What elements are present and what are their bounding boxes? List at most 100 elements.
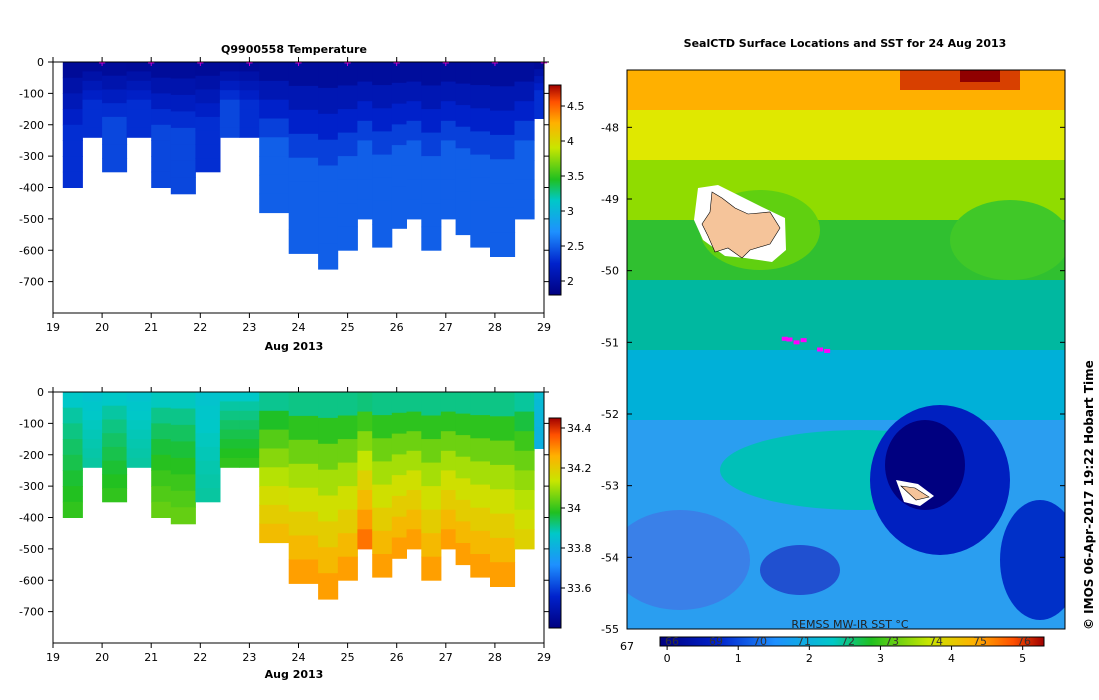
profile-cell xyxy=(357,120,373,141)
profile-cell xyxy=(82,429,103,440)
profile-cell xyxy=(514,509,535,530)
profile-cell xyxy=(514,529,535,550)
y-tick-label: -700 xyxy=(19,606,44,619)
profile-cell xyxy=(421,392,442,416)
y-tick-label: 0 xyxy=(37,56,44,69)
profile-cell xyxy=(62,392,83,409)
profile-cell xyxy=(259,429,290,449)
profile-cell xyxy=(470,200,491,225)
profile-cell xyxy=(151,140,172,157)
sst-colorbar-top-label: 73 xyxy=(885,635,899,648)
profile-cell xyxy=(259,448,290,468)
sst-colorbar-top-label: 71 xyxy=(797,635,811,648)
profile-cell xyxy=(406,450,422,471)
profile-cell xyxy=(337,226,358,251)
profile-cell xyxy=(318,217,339,244)
salinity-x-axis: 19 20 21 22 23 24 25 26 27 28 29 xyxy=(46,387,551,664)
profile-cell xyxy=(195,89,221,104)
profile-cell xyxy=(372,85,393,109)
profile-cell xyxy=(239,448,260,459)
profile-cell xyxy=(470,392,491,416)
x-tick-label: 19 xyxy=(46,651,60,664)
surface-marker: + xyxy=(294,58,302,69)
profile-cell xyxy=(372,507,393,532)
profile-cell xyxy=(534,69,545,77)
map-y-tick-label: -51 xyxy=(601,336,619,349)
profile-cell xyxy=(126,392,152,402)
profile-cell xyxy=(534,62,545,70)
salinity-colorbar xyxy=(548,417,562,629)
profile-cell xyxy=(102,62,128,77)
profile-cell xyxy=(470,530,491,555)
profile-cell xyxy=(440,120,457,141)
profile-cell xyxy=(219,439,240,449)
profile-cell xyxy=(195,488,221,503)
profile-cell xyxy=(288,415,319,441)
sst-colorbar xyxy=(659,636,1045,647)
profile-cell xyxy=(455,478,471,501)
profile-cell xyxy=(62,156,83,173)
colorbar-tick-label: 33.6 xyxy=(567,582,592,595)
profile-cell xyxy=(514,101,535,122)
profile-cell xyxy=(151,423,172,440)
profile-cell xyxy=(391,454,407,476)
profile-cell xyxy=(514,490,535,511)
x-tick-label: 23 xyxy=(242,651,256,664)
x-tick-label: 25 xyxy=(341,651,355,664)
profile-cell xyxy=(372,177,393,202)
profile-cell xyxy=(440,62,457,83)
temperature-colorbar-ticks: 2 2.5 3 3.5 4 4.5 xyxy=(561,100,585,288)
profile-cell xyxy=(288,133,319,159)
profile-cell xyxy=(470,62,491,86)
profile-cell xyxy=(62,77,83,94)
profile-cell xyxy=(126,71,152,82)
profile-cell xyxy=(440,81,457,102)
profile-cell xyxy=(170,424,196,442)
y-tick-label: -600 xyxy=(19,574,44,587)
profile-cell xyxy=(337,62,358,86)
profile-cell xyxy=(357,101,373,122)
profile-cell xyxy=(470,154,491,179)
profile-cell xyxy=(126,439,152,449)
profile-cell xyxy=(195,144,221,159)
profile-cell xyxy=(470,108,491,132)
profile-cell xyxy=(288,439,319,465)
profile-cell xyxy=(219,127,240,138)
profile-cell xyxy=(391,412,407,435)
profile-cell xyxy=(534,413,545,421)
y-tick-label: -300 xyxy=(19,150,44,163)
profile-cell xyxy=(318,547,339,574)
profile-cell xyxy=(219,118,240,129)
profile-cell xyxy=(391,145,407,167)
profile-cell xyxy=(470,554,491,578)
profile-cell xyxy=(62,407,83,424)
map-y-tick-label: -53 xyxy=(601,480,619,493)
profile-cell xyxy=(82,401,103,412)
profile-cell xyxy=(534,434,545,442)
profile-cell xyxy=(62,171,83,188)
profile-cell xyxy=(219,62,240,72)
y-tick-label: -100 xyxy=(19,417,44,430)
colorbar-tick-label: 2.5 xyxy=(567,240,585,253)
surface-marker: + xyxy=(393,58,401,69)
profile-cell xyxy=(318,165,339,192)
profile-cell xyxy=(318,495,339,522)
y-tick-label: -500 xyxy=(19,543,44,556)
profile-cell xyxy=(455,499,471,522)
profile-cell xyxy=(455,105,471,128)
profile-cell xyxy=(170,94,196,112)
profile-cell xyxy=(82,127,103,138)
profile-cell xyxy=(490,392,516,417)
profile-cell xyxy=(455,456,471,479)
profile-cell xyxy=(455,148,471,171)
profile-cell xyxy=(126,90,152,101)
profile-cell xyxy=(440,160,457,181)
profile-cell xyxy=(219,429,240,440)
sst-colorbar-top-label: 74 xyxy=(929,635,943,648)
y-tick-label: -200 xyxy=(19,119,44,132)
profile-cell xyxy=(514,120,535,141)
profile-cell xyxy=(406,120,422,141)
profile-cell xyxy=(337,486,358,511)
profile-cell xyxy=(357,470,373,491)
y-tick-label: -100 xyxy=(19,87,44,100)
